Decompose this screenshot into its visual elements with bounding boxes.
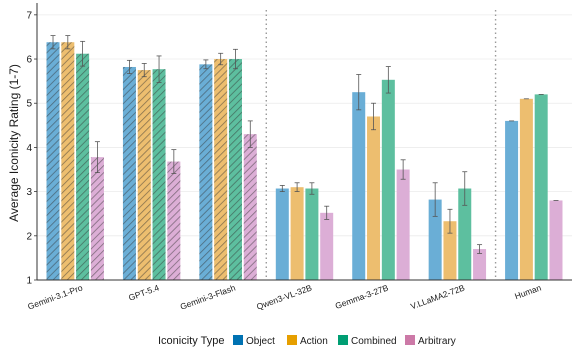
x-tick-label: Human <box>513 282 542 301</box>
legend-label: Object <box>246 336 275 347</box>
bar-hatch <box>214 59 228 280</box>
bar <box>534 94 548 280</box>
bar <box>352 92 366 280</box>
legend-swatch <box>287 335 297 345</box>
bar-hatch <box>137 70 151 280</box>
y-tick-label: 2 <box>26 231 32 242</box>
legend-swatch <box>338 335 348 345</box>
legend-label: Arbitrary <box>418 336 456 347</box>
bar-layer <box>46 35 563 281</box>
legend-label: Action <box>300 336 328 347</box>
bar <box>396 169 410 280</box>
y-tick-label: 6 <box>26 55 32 66</box>
bar-hatch <box>122 66 136 281</box>
bar <box>367 116 381 280</box>
bar-hatch <box>199 64 213 281</box>
bar-hatch <box>228 59 242 280</box>
y-tick-label: 5 <box>26 99 32 110</box>
bar <box>443 221 457 280</box>
y-tick-label: 3 <box>26 187 32 198</box>
y-tick-label: 4 <box>26 143 32 154</box>
bar-hatch <box>152 69 166 280</box>
separator-layer <box>265 10 497 280</box>
legend-swatch <box>233 335 243 345</box>
bar-hatch <box>46 42 60 280</box>
legend-title: Iconicity Type <box>158 335 224 347</box>
legend-label: Combined <box>351 336 397 347</box>
bar-hatch <box>243 134 257 280</box>
bar <box>290 187 304 280</box>
bar <box>428 199 442 280</box>
y-axis-title: Average Iconicity Rating (1-7) <box>7 64 21 222</box>
bar <box>473 249 487 280</box>
x-tick-label: GPT-5.4 <box>127 282 160 302</box>
bar <box>458 188 472 280</box>
bar <box>381 79 395 280</box>
y-tick-label: 7 <box>26 10 32 21</box>
y-tick-label: 1 <box>26 276 32 287</box>
x-tick-label: Qwen3-VL-32B <box>255 282 313 311</box>
bar <box>519 98 533 280</box>
bar <box>320 212 334 280</box>
x-tick-label: Gemma-3-27B <box>334 282 390 311</box>
bar-hatch <box>61 42 75 280</box>
legend: Iconicity Type Object Action Combined Arbitr… <box>158 335 456 347</box>
grid-layer <box>37 14 572 281</box>
bar-hatch <box>76 53 90 280</box>
bar-hatch <box>90 157 104 280</box>
bar <box>549 200 563 280</box>
legend-swatch <box>405 335 415 345</box>
bar <box>505 120 519 280</box>
bar <box>305 188 319 280</box>
bar-hatch <box>167 161 181 280</box>
x-tick-label: Gemini-3-Flash <box>179 282 237 311</box>
bar <box>275 188 289 280</box>
x-tick-label: Gemini-3.1-Pro <box>26 282 84 311</box>
x-tick-label: V.LLaMA2-72B <box>409 282 466 311</box>
